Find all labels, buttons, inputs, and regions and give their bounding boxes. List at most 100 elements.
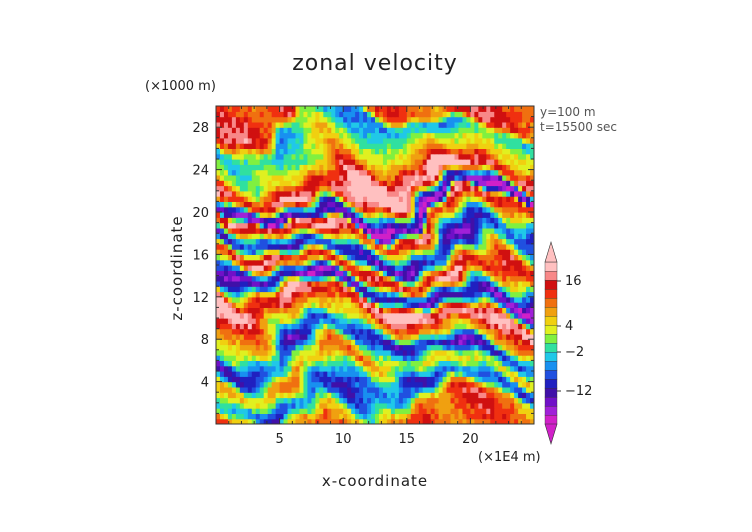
heatmap-cell [414,296,420,303]
heatmap-cell [502,174,507,181]
heatmap-cell [502,159,507,165]
heatmap-cell [299,349,305,356]
heatmap-cell [275,270,281,277]
heatmap-cell [486,111,491,118]
heatmap-cell [390,302,396,308]
heatmap-cell [398,212,404,218]
heatmap-cell [303,381,309,388]
heatmap-cell [398,106,404,112]
heatmap-cell [518,275,523,282]
heatmap-cell [402,201,408,208]
heatmap-cell [470,127,475,134]
heatmap-cell [530,413,534,420]
heatmap-cell [331,180,336,187]
heatmap-cell [275,212,281,218]
heatmap-cell [323,148,328,155]
heatmap-cell [279,238,285,245]
heatmap-cell [311,360,316,367]
heatmap-cell [398,222,404,229]
heatmap-cell [430,397,436,404]
heatmap-cell [394,233,400,240]
heatmap-cell [347,116,352,123]
heatmap-cell [490,148,495,155]
heatmap-cell [255,286,261,293]
heatmap-cell [291,312,297,319]
heatmap-cell [351,227,356,234]
heatmap-cell [438,148,444,155]
heatmap-cell [438,349,444,356]
heatmap-cell [311,249,316,255]
heatmap-cell [363,259,368,266]
heatmap-cell [394,190,400,197]
heatmap-cell [363,275,368,282]
heatmap-cell [518,270,523,277]
heatmap-cell [239,212,245,218]
heatmap-cell [263,344,269,351]
heatmap-cell [426,106,432,112]
heatmap-cell [446,333,452,340]
heatmap-cell [295,206,301,213]
heatmap-cell [434,418,440,424]
heatmap-cell [418,307,424,314]
heatmap-cell [347,159,352,165]
heatmap-cell [414,201,420,208]
heatmap-cell [216,106,221,112]
heatmap-cell [235,249,241,255]
heatmap-cell [446,190,452,197]
heatmap-cell [446,196,452,202]
heatmap-cell [478,222,483,229]
heatmap-cell [382,164,388,171]
heatmap-cell [291,227,297,234]
heatmap-cell [390,328,396,335]
heatmap-cell [406,392,412,399]
heatmap-cell [287,365,293,372]
heatmap-cell [398,318,404,324]
heatmap-cell [490,116,495,123]
heatmap-cell [299,222,305,229]
heatmap-cell [482,190,487,197]
heatmap-cell [378,174,384,181]
heatmap-cell [510,254,515,261]
heatmap-cell [434,280,440,287]
heatmap-cell [343,217,348,224]
heatmap-cell [526,280,531,287]
heatmap-cell [490,254,495,261]
heatmap-cell [335,381,340,388]
heatmap-cell [267,174,273,181]
heatmap-cell [251,365,257,372]
heatmap-cell [267,286,273,293]
heatmap-cell [251,254,257,261]
heatmap-cell [219,180,225,187]
heatmap-cell [382,302,388,308]
heatmap-cell [375,381,380,388]
heatmap-cell [315,302,320,308]
heatmap-cell [458,137,464,144]
heatmap-cell [279,159,285,165]
heatmap-cell [263,275,269,282]
heatmap-cell [442,291,448,298]
heatmap-cell [414,397,420,404]
heatmap-cell [235,323,241,330]
heatmap-cell [363,121,368,128]
heatmap-cell [442,217,448,224]
heatmap-cell [514,376,519,383]
heatmap-cell [530,243,534,250]
heatmap-cell [287,222,293,229]
heatmap-cell [526,180,531,187]
heatmap-cell [434,249,440,255]
heatmap-cell [462,296,468,303]
heatmap-cell [462,254,468,261]
heatmap-cell [470,153,475,160]
heatmap-cell [398,376,404,383]
heatmap-cell [259,371,265,377]
heatmap-cell [450,360,456,367]
heatmap-cell [267,307,273,314]
heatmap-cell [458,259,464,266]
heatmap-cell [518,174,523,181]
heatmap-cell [295,408,301,414]
colorbar-tick-label: −12 [565,384,592,399]
heatmap-cell [490,307,495,314]
heatmap-cell [303,408,309,414]
heatmap-cell [267,111,273,118]
heatmap-cell [351,106,356,112]
